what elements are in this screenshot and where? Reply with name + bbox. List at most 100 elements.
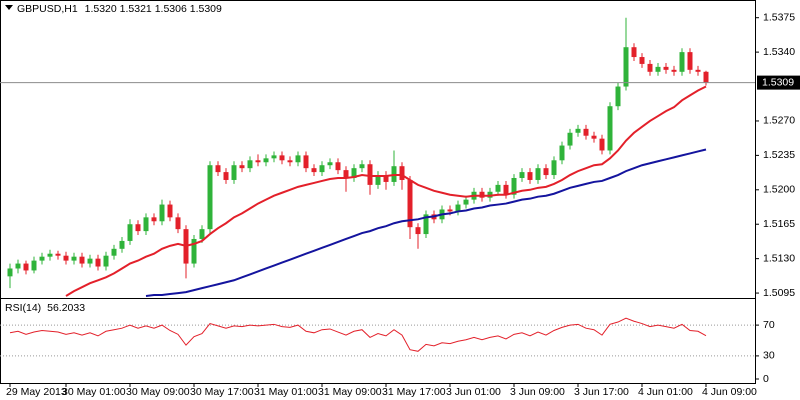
candle-body (271, 155, 277, 159)
candle-body (655, 66, 661, 72)
candle-body (151, 217, 157, 222)
candle-body (95, 258, 101, 267)
rsi-title: RSI(14) (5, 302, 41, 314)
candle-body (495, 184, 501, 192)
candle-body (551, 160, 557, 176)
x-tick-label: 3 Jun 01:00 (446, 386, 501, 398)
header-close: 1.5309 (190, 3, 222, 15)
candle-body (71, 256, 77, 261)
candle-body (119, 240, 125, 249)
y-tick-label: 30 (763, 350, 775, 362)
candle-body (631, 47, 637, 58)
candle-body (535, 168, 541, 180)
candle-body (591, 135, 597, 139)
candle-body (15, 263, 21, 269)
candle-body (367, 164, 373, 185)
indicator-line (65, 85, 707, 297)
y-tick-label: 1.5130 (763, 252, 795, 264)
candle-body (575, 128, 581, 133)
candle-body (239, 165, 245, 169)
candle-body (559, 145, 565, 161)
candle-body (639, 57, 645, 64)
candle-body (599, 138, 605, 151)
y-tick-label: 1.5340 (763, 46, 795, 58)
candle-body (287, 160, 293, 163)
candle-body (327, 162, 333, 166)
candle-body (647, 63, 653, 72)
x-tick-label: 3 Jun 09:00 (510, 386, 565, 398)
candle-body (159, 204, 165, 222)
candle-body (215, 165, 221, 173)
candle-body (191, 238, 197, 264)
candle-body (351, 168, 357, 179)
candle-body (527, 172, 533, 180)
candle-body (223, 172, 229, 180)
candle-body (503, 184, 509, 195)
candle-body (415, 227, 421, 235)
y-tick-label: 1.5165 (763, 218, 795, 230)
x-tick-label: 31 May 01:00 (254, 386, 318, 398)
candle-body (103, 255, 109, 267)
y-tick-label: 1.5270 (763, 115, 795, 127)
candle-body (375, 175, 381, 185)
last-price-label: 1.5309 (762, 76, 794, 88)
header-high: 1.5321 (120, 3, 152, 15)
header-low: 1.5306 (155, 3, 187, 15)
candle-body (63, 255, 69, 261)
indicator-line (9, 317, 707, 352)
header-open: 1.5320 (85, 3, 117, 15)
candle-body (359, 164, 365, 169)
x-tick-label: 30 May 17:00 (190, 386, 254, 398)
candle-body (567, 132, 573, 146)
candle-body (679, 52, 685, 72)
last-price-box (757, 75, 800, 90)
rsi-value: 56.2033 (47, 302, 85, 314)
candle-body (511, 178, 517, 195)
candle-body (231, 165, 237, 180)
candle-body (55, 253, 61, 256)
symbol: GBPUSD,H1 (17, 3, 78, 15)
chart-header: GBPUSD,H1 1.5320 1.5321 1.5306 1.5309 (17, 3, 222, 15)
candle-body (247, 160, 253, 169)
candle-body (663, 66, 669, 70)
candle-body (207, 165, 213, 230)
candle-body (455, 204, 461, 212)
y-tick-label: 1.5200 (763, 184, 795, 196)
candle-body (279, 155, 285, 161)
candle-body (303, 155, 309, 169)
candle-body (407, 179, 413, 228)
candle-body (311, 168, 317, 173)
candle-body (319, 165, 325, 173)
candle-body (111, 248, 117, 256)
candle-body (31, 260, 37, 271)
candle-body (199, 229, 205, 239)
candle-body (615, 86, 621, 107)
candle-body (423, 214, 429, 235)
candle-body (543, 168, 549, 176)
candle-body (399, 166, 405, 180)
x-tick-label: 30 May 01:00 (62, 386, 126, 398)
x-tick-label: 31 May 17:00 (382, 386, 446, 398)
y-tick-label: 1.5095 (763, 287, 795, 299)
candle-body (447, 209, 453, 212)
candle-body (39, 256, 45, 261)
y-tick-label: 70 (763, 319, 775, 331)
candle-body (383, 175, 389, 182)
candle-body (343, 170, 349, 179)
candle-body (255, 160, 261, 163)
candle-body (295, 155, 301, 163)
candle-body (607, 106, 613, 151)
y-tick-label: 1.5235 (763, 149, 795, 161)
candle-body (7, 268, 13, 277)
x-tick-label: 29 May 2013 (6, 386, 67, 398)
candle-body (167, 204, 173, 218)
candle-body (79, 256, 85, 264)
x-tick-label: 30 May 09:00 (126, 386, 190, 398)
rsi-header: RSI(14) 56.2033 (5, 302, 85, 314)
candle-body (263, 158, 269, 163)
candle-body (687, 52, 693, 70)
x-tick-label: 3 Jun 17:00 (574, 386, 629, 398)
candle-body (23, 263, 29, 271)
y-tick-label: 1.5375 (763, 11, 795, 23)
